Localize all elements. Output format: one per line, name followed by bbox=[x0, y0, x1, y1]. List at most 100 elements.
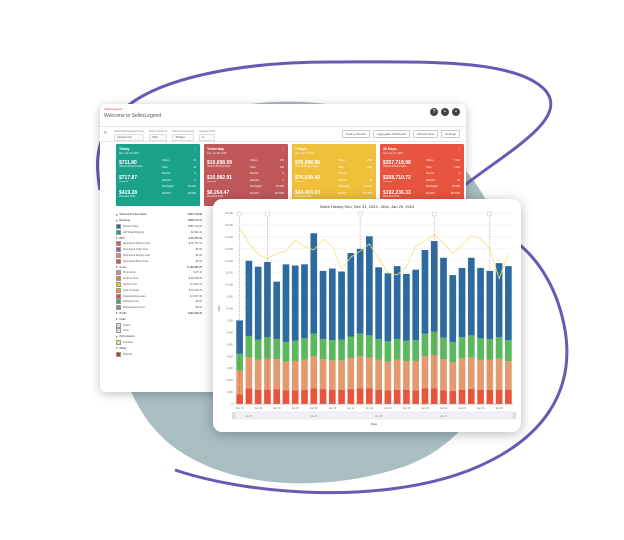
bar-segment[interactable] bbox=[310, 233, 318, 334]
filter-select[interactable]: 30 Days bbox=[172, 134, 195, 141]
metric-row[interactable]: Operating Expenses $-4,547.39 bbox=[116, 293, 202, 299]
series-checkbox[interactable] bbox=[116, 293, 121, 299]
bar-segment[interactable] bbox=[254, 389, 262, 404]
bar-segment[interactable] bbox=[421, 356, 429, 389]
bar-segment[interactable] bbox=[477, 267, 484, 339]
bar-segment[interactable] bbox=[486, 270, 494, 339]
bar-segment[interactable] bbox=[356, 356, 364, 389]
bar-segment[interactable] bbox=[366, 388, 373, 404]
series-checkbox[interactable] bbox=[116, 322, 121, 328]
bar-segment[interactable] bbox=[264, 358, 271, 390]
expand-icon[interactable]: ▾ bbox=[116, 317, 118, 322]
bar-segment[interactable] bbox=[384, 390, 392, 404]
bar-segment[interactable] bbox=[486, 389, 494, 404]
bar-segment[interactable] bbox=[291, 361, 299, 391]
bar-segment[interactable] bbox=[477, 338, 484, 360]
toolbar-button-1[interactable]: Aggregate Dashboard bbox=[373, 130, 411, 138]
filter-select[interactable]: 0 bbox=[199, 134, 216, 141]
metric-row[interactable]: Promotions $-87.44 bbox=[116, 270, 202, 276]
bar-segment[interactable] bbox=[477, 389, 484, 404]
bar-segment[interactable] bbox=[356, 388, 364, 404]
bar-segment[interactable] bbox=[291, 265, 299, 341]
bar-segment[interactable] bbox=[440, 390, 447, 404]
bar-segment[interactable] bbox=[282, 264, 290, 342]
bar-segment[interactable] bbox=[273, 338, 281, 360]
bar-segment[interactable] bbox=[291, 340, 299, 362]
metric-row[interactable]: Sponsored Display Cost $0.00 bbox=[116, 252, 202, 259]
series-checkbox[interactable] bbox=[116, 270, 121, 276]
more-icon[interactable]: ⋮ bbox=[193, 146, 197, 151]
metric-row[interactable]: ▾ PPC $-36,787.18 bbox=[116, 235, 202, 241]
bar-segment[interactable] bbox=[449, 362, 457, 391]
series-checkbox[interactable] bbox=[116, 252, 121, 258]
bar-segment[interactable] bbox=[319, 389, 327, 404]
bar-segment[interactable] bbox=[328, 360, 336, 390]
series-checkbox[interactable] bbox=[116, 339, 121, 345]
bar-segment[interactable] bbox=[412, 269, 420, 341]
bar-segment[interactable] bbox=[273, 389, 281, 404]
sessions-line[interactable] bbox=[239, 228, 509, 280]
series-checkbox[interactable] bbox=[116, 305, 121, 311]
bar-segment[interactable] bbox=[495, 358, 503, 390]
bar-segment[interactable] bbox=[421, 250, 429, 334]
bar-segment[interactable] bbox=[319, 359, 327, 390]
notification-icon[interactable]: • bbox=[441, 108, 449, 116]
expand-icon[interactable]: ▾ bbox=[116, 236, 118, 241]
bar-segment[interactable] bbox=[486, 359, 494, 390]
bar-segment[interactable] bbox=[384, 341, 392, 362]
bar-segment[interactable] bbox=[467, 257, 475, 336]
bar-segment[interactable] bbox=[254, 359, 262, 390]
bar-segment[interactable] bbox=[495, 389, 503, 404]
bar-segment[interactable] bbox=[458, 267, 466, 338]
bar-segment[interactable] bbox=[264, 389, 271, 404]
bar-segment[interactable] bbox=[393, 266, 401, 339]
bar-segment[interactable] bbox=[310, 388, 318, 404]
bar-segment[interactable] bbox=[393, 389, 401, 404]
toolbar-button-3[interactable]: Settings bbox=[441, 130, 460, 138]
series-checkbox[interactable] bbox=[116, 328, 121, 334]
bar-segment[interactable] bbox=[467, 335, 475, 358]
expand-icon[interactable]: ▾ bbox=[116, 334, 118, 339]
bar-segment[interactable] bbox=[236, 370, 243, 395]
bar-segment[interactable] bbox=[449, 275, 457, 342]
bar-segment[interactable] bbox=[273, 359, 281, 390]
metric-row[interactable]: Gift Wrap/Shipping $2,991.44 bbox=[116, 229, 202, 235]
bar-segment[interactable] bbox=[403, 361, 410, 390]
metric-row[interactable]: Sponsored Brand Cost $0.00 bbox=[116, 258, 202, 264]
event-marker-icon[interactable] bbox=[432, 211, 437, 217]
navigator-handle-left[interactable] bbox=[232, 412, 235, 419]
metric-row[interactable]: ▾ Costs $-108,887.25 bbox=[116, 264, 202, 270]
series-checkbox[interactable] bbox=[116, 281, 121, 287]
toolbar-button-0[interactable]: Getting Started bbox=[341, 130, 370, 138]
summary-card[interactable]: Today ⋮ Mon, Jan 29, 2024 $711.80 Ordered Pr… bbox=[116, 144, 200, 206]
bar-segment[interactable] bbox=[245, 335, 253, 358]
more-icon[interactable]: ⋮ bbox=[281, 146, 285, 151]
hamburger-icon[interactable]: ≡ bbox=[104, 130, 107, 136]
bar-segment[interactable] bbox=[291, 390, 299, 404]
series-checkbox[interactable] bbox=[116, 241, 121, 247]
bar-segment[interactable] bbox=[245, 388, 253, 404]
metric-row[interactable]: Shipping Cost $0.00 bbox=[116, 299, 202, 305]
metric-row[interactable]: ▾ Other bbox=[116, 345, 202, 351]
bar-segment[interactable] bbox=[338, 271, 345, 340]
bar-segment[interactable] bbox=[449, 390, 457, 404]
expand-icon[interactable]: ▾ bbox=[116, 212, 118, 217]
bar-segment[interactable] bbox=[301, 389, 308, 404]
metric-row[interactable]: Miscellaneous Cost $0.00 bbox=[116, 305, 202, 311]
bar-segment[interactable] bbox=[245, 260, 253, 336]
series-checkbox[interactable] bbox=[116, 287, 121, 293]
bar-segment[interactable] bbox=[495, 337, 503, 359]
event-marker-icon[interactable] bbox=[237, 211, 242, 217]
bar-segment[interactable] bbox=[505, 340, 512, 362]
series-checkbox[interactable] bbox=[116, 223, 121, 229]
bar-segment[interactable] bbox=[393, 359, 401, 390]
bar-segment[interactable] bbox=[505, 266, 512, 341]
bar-segment[interactable] bbox=[328, 389, 336, 404]
bar-segment[interactable] bbox=[412, 340, 420, 362]
bar-segment[interactable] bbox=[347, 358, 355, 390]
summary-card[interactable]: Yesterday ⋮ Sun, Jan 28, 2024 $10,698.99 Ord… bbox=[204, 144, 288, 206]
bar-segment[interactable] bbox=[375, 267, 382, 339]
metric-row[interactable]: Product Sales $355,719.28 bbox=[116, 223, 202, 230]
bar-segment[interactable] bbox=[440, 337, 447, 360]
bar-segment[interactable] bbox=[458, 358, 466, 390]
